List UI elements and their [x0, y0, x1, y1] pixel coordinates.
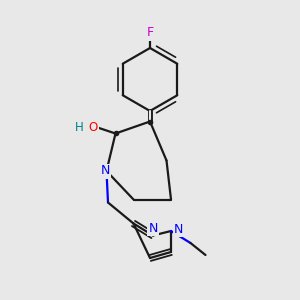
- Text: N: N: [174, 223, 183, 236]
- Text: N: N: [148, 222, 158, 236]
- Text: H: H: [75, 121, 84, 134]
- Text: F: F: [146, 26, 154, 40]
- Text: N: N: [100, 164, 110, 178]
- Text: O: O: [88, 121, 98, 134]
